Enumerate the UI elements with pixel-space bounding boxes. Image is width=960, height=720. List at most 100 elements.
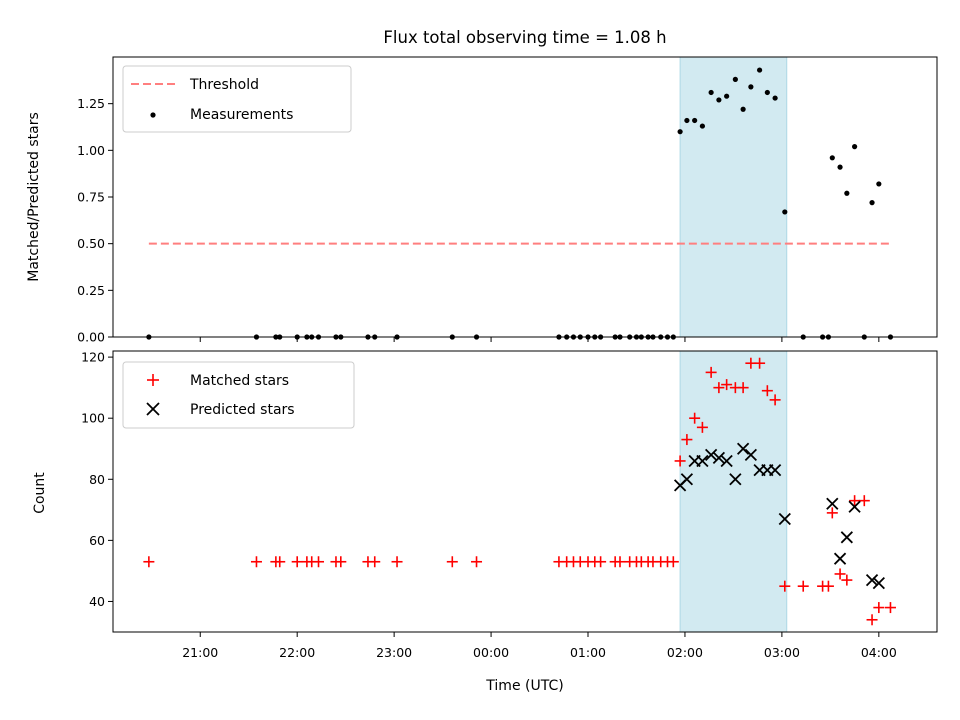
measurement-point [869,200,875,206]
matched-star-point [674,455,686,467]
matched-star-point [471,556,483,568]
measurement-point [748,84,754,90]
matched-star-point [849,495,861,507]
measurement-point [782,209,788,215]
measurement-point [764,89,770,96]
matched-star-point [250,556,262,568]
measurement-point [756,67,763,73]
measurement-point [724,93,730,99]
predicted-star-point [840,531,853,544]
predicted-stars-points [673,442,885,590]
predicted-star-point [680,473,694,486]
x-tick-label: 04:00 [861,645,897,660]
measurement-point [708,89,714,96]
x-tick-label: 22:00 [279,645,315,660]
measurement-point [699,123,706,129]
top-legend-box [122,65,352,133]
measurement-point [837,164,843,170]
predicted-star-point [729,473,742,486]
x-tick-label: 00:00 [473,645,509,660]
matched-star-point [369,556,381,568]
measurement-point [844,190,850,196]
bottom-y-tick-label: 40 [89,594,105,609]
measurement-point [852,144,858,150]
legend-predicted-label: Predicted stars [190,402,295,418]
x-axis-label: Time (UTC) [485,678,563,694]
predicted-star-point [865,573,879,587]
x-tick-label: 03:00 [764,645,800,660]
bottom-panel: 40 60 80 100 120 21:00 22:00 23:00 00:00 01:00 02… [32,350,938,694]
bottom-axes-frame [112,350,938,633]
matched-star-point [446,556,458,568]
predicted-star-point [712,451,726,465]
matched-star-point [841,574,853,586]
matched-star-point [143,556,155,568]
bottom-y-tick-label: 60 [89,533,105,548]
predicted-star-point [826,497,839,510]
bottom-legend: Matched stars Predicted stars [122,361,355,429]
matched-star-point [391,556,403,568]
top-y-ticks: 0.00 0.25 0.50 0.75 1.00 1.25 [77,96,113,345]
matched-star-point [313,556,325,568]
top-y-tick-label: 0.00 [77,330,105,345]
matched-star-point [769,394,781,406]
x-tick-label: 21:00 [182,645,218,660]
predicted-star-point [833,552,847,565]
matched-star-point [797,580,809,592]
top-x-ticks [199,337,880,342]
matched-star-point [689,412,701,424]
predicted-star-point [704,448,718,461]
measurement-point [677,129,683,135]
x-tick-label: 23:00 [376,645,412,660]
matched-star-point [291,556,303,568]
bottom-y-tick-label: 100 [81,411,105,426]
top-shaded-span [679,56,788,338]
matched-star-point [779,580,791,592]
matched-star-point [696,421,708,433]
measurement-point [772,95,778,101]
top-chart-title: Flux total observing time = 1.08 h [383,28,666,47]
matched-star-point [681,434,693,446]
measurement-point [732,76,738,82]
matched-star-point [822,580,834,592]
bottom-legend-box [122,361,355,429]
predicted-star-point [744,448,758,461]
measurement-point [740,106,746,112]
legend-threshold-label: Threshold [189,77,259,93]
measurement-point [716,97,722,103]
matched-star-point [866,614,878,626]
top-y-tick-label: 0.75 [77,190,105,205]
matched-star-point [335,556,347,568]
top-y-tick-label: 1.25 [77,96,105,111]
predicted-star-point [720,454,733,468]
matched-star-point [713,382,725,394]
matched-star-point [884,602,896,614]
x-tick-label: 01:00 [570,645,606,660]
matched-star-point [826,507,838,519]
matched-star-point [705,366,717,378]
bottom-y-tick-label: 120 [81,350,105,365]
matched-star-point [873,602,885,614]
predicted-star-point [736,442,750,455]
predicted-star-point [848,500,861,513]
predicted-star-point [872,576,885,590]
matched-star-point [614,556,626,568]
bottom-y-ticks: 40 60 80 100 120 [81,350,113,609]
predicted-star-point [768,463,782,477]
shaded-observing-span [679,56,788,338]
legend-measurements-swatch [150,112,156,118]
x-tick-label: 02:00 [667,645,703,660]
top-panel: 0.00 0.25 0.50 0.75 1.00 1.25 Matched/Predict… [26,56,938,345]
legend-matched-label: Matched stars [190,373,289,389]
legend-matched-swatch [147,374,159,386]
bottom-x-ticks: 21:00 22:00 23:00 00:00 01:00 02:00 03:00 04:00 [182,632,897,660]
matched-star-point [858,495,870,507]
matched-star-point [754,357,766,369]
matched-star-point [761,385,773,397]
matched-star-point [721,379,733,391]
measurement-point [829,155,835,161]
legend-measurements-label: Measurements [190,107,293,123]
matched-star-point [834,568,846,580]
shaded-observing-span [679,350,788,633]
